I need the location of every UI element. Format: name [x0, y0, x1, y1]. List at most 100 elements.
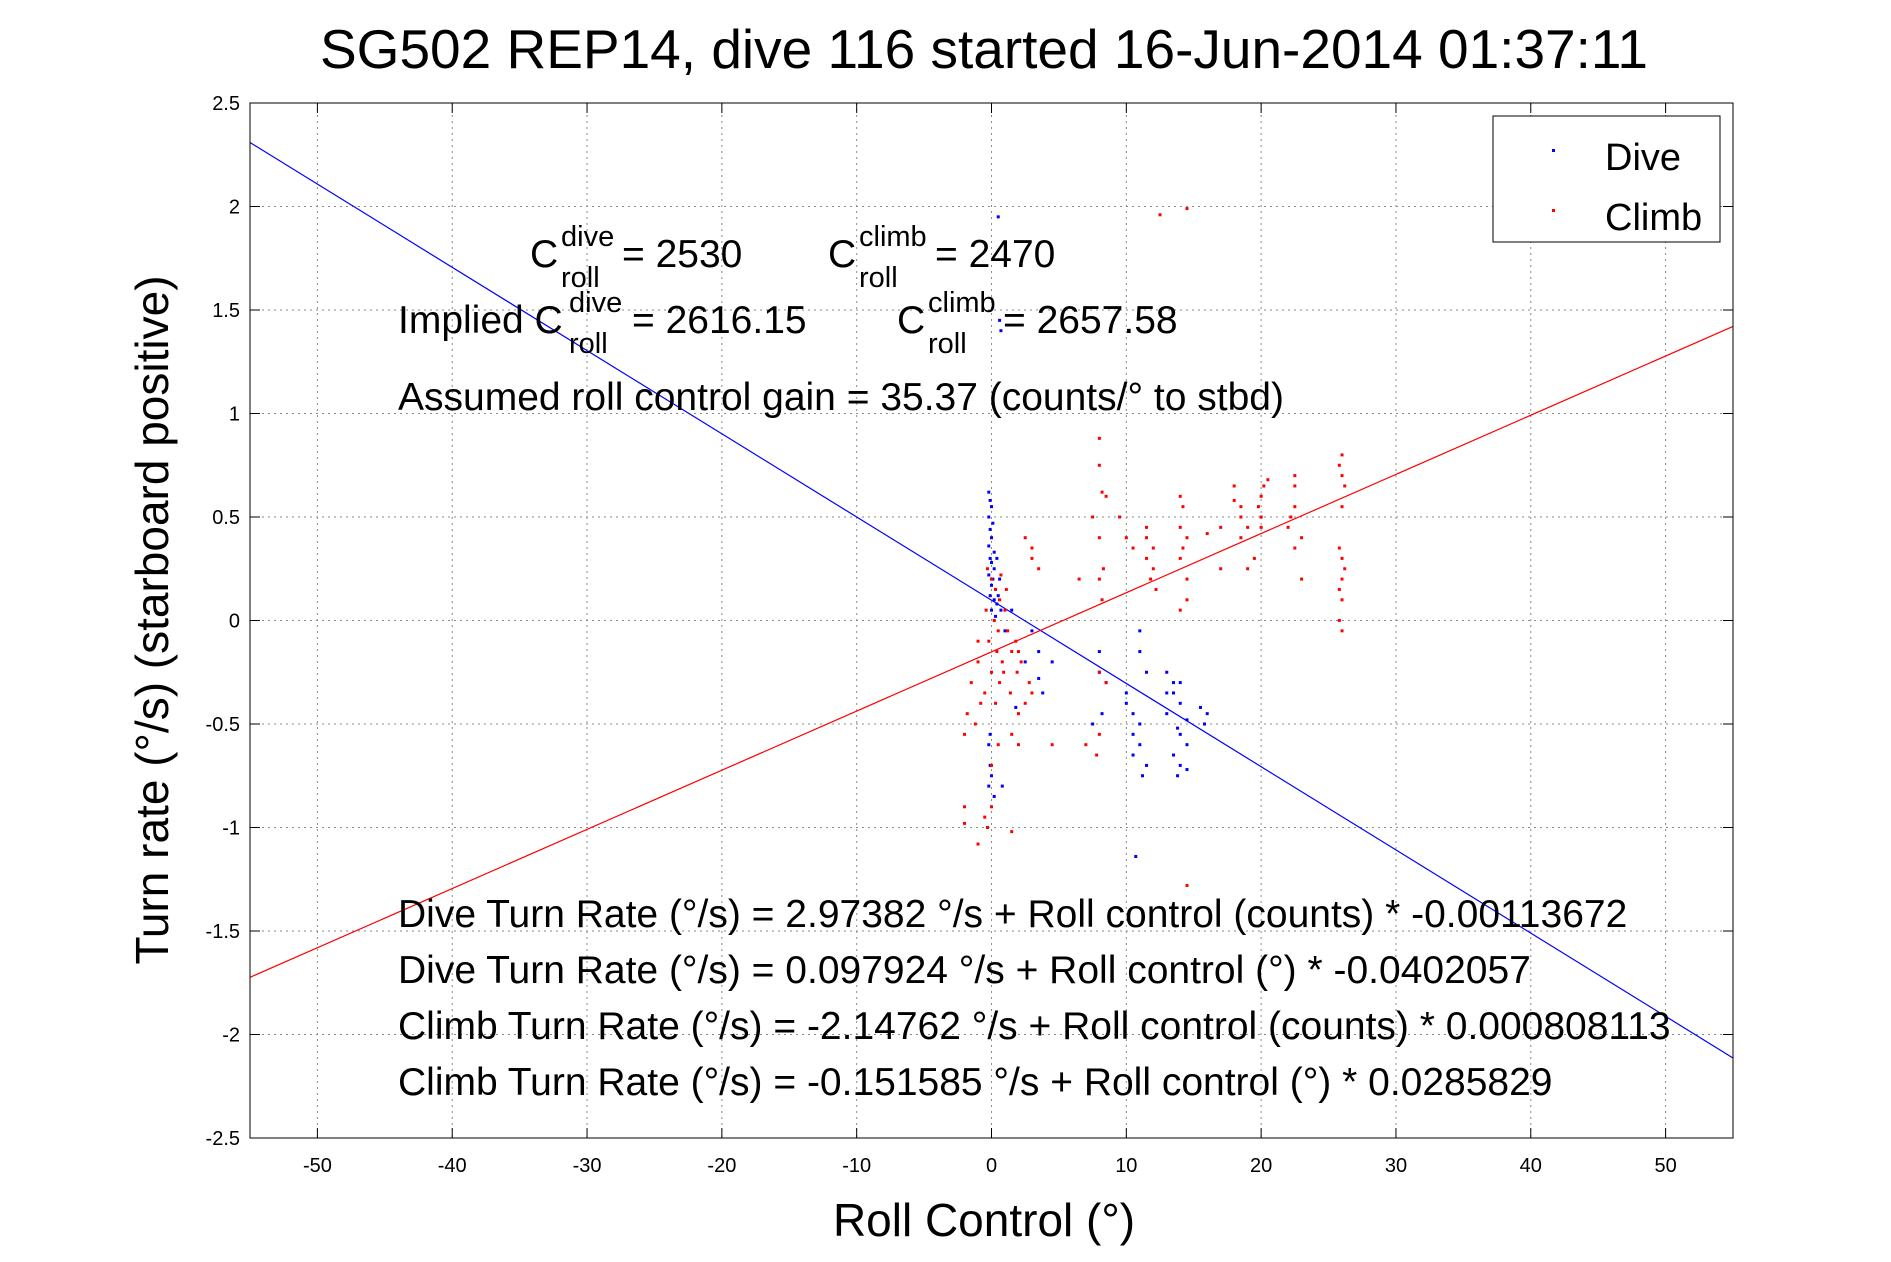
dive-point — [992, 794, 996, 798]
climb-point — [1010, 650, 1014, 654]
implied-dive-annotation: Implied C dive roll = 2616.15 — [398, 287, 807, 360]
c-roll-dive-sub: roll — [561, 262, 600, 294]
climb-point — [1003, 608, 1007, 612]
climb-point — [1293, 546, 1297, 550]
dive-point — [996, 215, 1000, 219]
c-roll-climb-annotation: C climb roll = 2470 — [828, 221, 1055, 294]
dive-point — [1134, 854, 1138, 858]
climb-point — [1091, 515, 1095, 519]
climb-point — [1337, 463, 1341, 467]
dive-point — [998, 318, 1002, 322]
dive-point — [988, 732, 992, 736]
dive-point — [992, 567, 996, 571]
climb-point — [1015, 670, 1019, 674]
dive-point — [1176, 726, 1180, 730]
fit-lines — [249, 141, 1734, 1059]
climb-point — [1154, 587, 1158, 591]
dive-point — [1140, 774, 1144, 778]
climb-point — [985, 567, 989, 571]
climb-point — [990, 805, 993, 809]
data-points — [963, 207, 1347, 887]
climb-point — [987, 639, 991, 643]
dive-point — [1178, 763, 1182, 767]
y-tick-label: -2 — [222, 1025, 240, 1047]
legend-box — [1492, 115, 1721, 243]
dive-point — [1000, 784, 1004, 788]
dive-point — [1185, 743, 1189, 747]
climb-point — [1124, 536, 1128, 540]
climb-point — [1181, 505, 1185, 509]
y-axis-label: Turn rate (°/s) (starboard positive) — [126, 275, 178, 964]
climb-point — [1337, 587, 1341, 591]
climb-point — [1293, 505, 1297, 509]
climb-point — [1219, 567, 1223, 571]
climb-point — [1205, 532, 1209, 536]
climb-point — [1145, 525, 1149, 529]
y-tick-label: 2.5 — [212, 93, 240, 115]
climb-point — [1340, 505, 1344, 509]
climb-point — [1340, 577, 1344, 581]
climb-point — [1118, 515, 1122, 519]
climb-point — [990, 763, 993, 767]
climb-point — [1337, 619, 1341, 622]
implied-climb-sub: roll — [928, 328, 967, 360]
dive-point — [999, 329, 1003, 333]
climb-point — [1262, 484, 1266, 488]
dive-point — [1010, 608, 1014, 612]
dive-point — [1203, 722, 1207, 726]
dive-point — [1023, 660, 1027, 664]
dive-point — [988, 498, 992, 502]
dive-point — [987, 544, 991, 548]
climb-point — [983, 815, 987, 819]
climb-point — [1030, 691, 1034, 695]
dive-point — [998, 577, 1002, 581]
climb-point — [994, 587, 998, 591]
dive-point — [990, 774, 993, 778]
climb-point — [1145, 556, 1149, 560]
dive-point — [995, 556, 999, 560]
x-tick-label: 20 — [1250, 1155, 1272, 1177]
dive-point — [1124, 701, 1128, 705]
dive-point — [999, 608, 1003, 612]
c-roll-dive-sup: dive — [561, 221, 614, 253]
implied-dive-sub: roll — [569, 328, 608, 360]
climb-point — [1178, 608, 1182, 612]
implied-climb-base: C — [897, 299, 925, 342]
dive-point — [1131, 732, 1135, 736]
dive-point — [1165, 712, 1169, 716]
climb-point — [1010, 830, 1014, 834]
climb-point — [1097, 577, 1101, 581]
climb-point — [1256, 505, 1260, 509]
dive-point — [990, 561, 993, 565]
dive-point — [1138, 629, 1142, 633]
climb-fit-line — [249, 325, 1734, 978]
y-tick-label: 1.5 — [212, 300, 240, 322]
c-roll-dive-annotation: C dive roll = 2530 — [530, 221, 742, 294]
dive-point — [1178, 732, 1182, 736]
implied-climb-sup: climb — [928, 287, 996, 319]
climb-point — [1185, 598, 1189, 602]
climb-point — [1097, 463, 1101, 467]
dive-point — [987, 784, 991, 788]
climb-point — [1178, 556, 1182, 560]
dive-point — [1124, 691, 1128, 695]
climb-point — [1016, 743, 1020, 747]
legend-dive-label: Dive — [1605, 137, 1681, 179]
climb-point — [1023, 536, 1027, 540]
climb-point — [1232, 484, 1236, 488]
climb-point — [1246, 567, 1250, 571]
implied-dive-value: = 2616.15 — [632, 299, 807, 342]
implied-dive-sup: dive — [569, 287, 622, 319]
climb-point — [1097, 732, 1101, 736]
dive-point — [990, 608, 993, 612]
y-tick-label: -1.5 — [206, 921, 240, 943]
climb-point — [1104, 494, 1108, 498]
dive-point — [1185, 718, 1189, 722]
climb-point — [979, 701, 983, 705]
climb-point — [1131, 546, 1135, 550]
climb-point — [994, 701, 998, 705]
dive-point — [995, 602, 999, 606]
grid-lines — [250, 103, 1733, 1138]
climb-point — [998, 598, 1002, 602]
